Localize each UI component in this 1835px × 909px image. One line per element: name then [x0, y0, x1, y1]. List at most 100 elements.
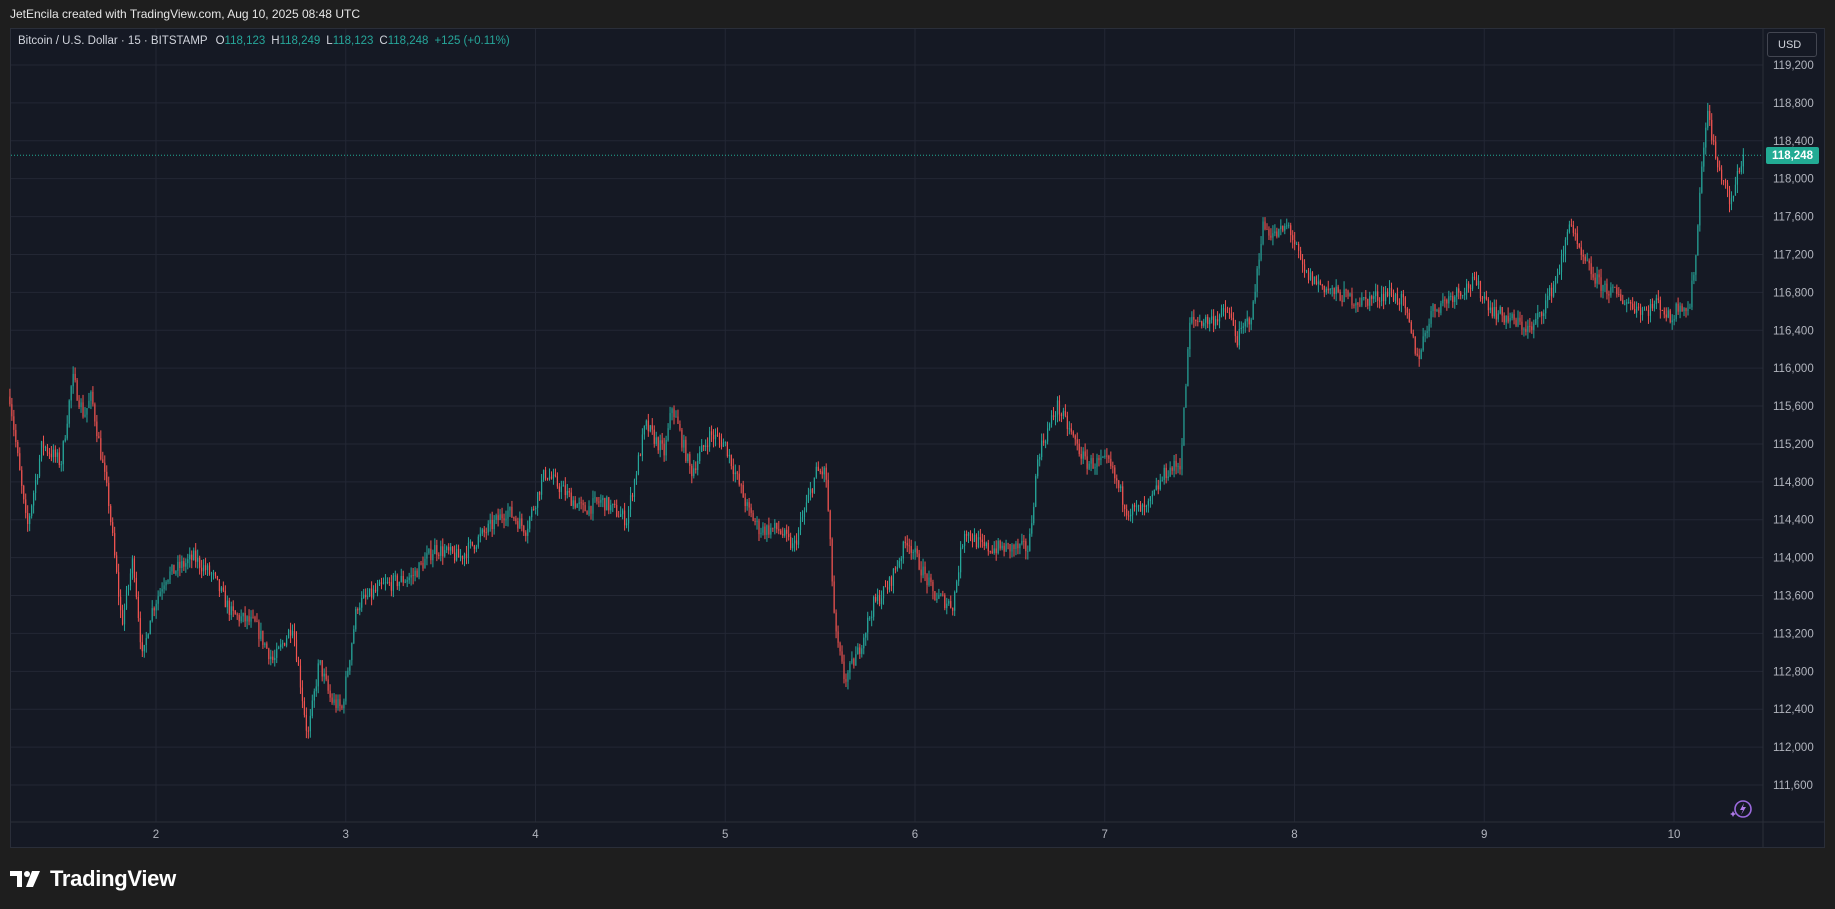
candle-body [1566, 231, 1569, 240]
candle-body [1098, 458, 1100, 461]
candle-body [728, 454, 730, 457]
candle-body [1699, 192, 1701, 226]
candle-body [1224, 308, 1227, 313]
candle-body [505, 518, 507, 521]
sparkle-lightning-icon[interactable] [1728, 797, 1754, 821]
candle-body [199, 557, 201, 568]
high-value: 118,249 [279, 35, 321, 47]
candle-body [861, 648, 863, 654]
candle-body [210, 573, 213, 575]
candle-body [169, 571, 171, 580]
candle-body [1167, 476, 1169, 478]
candle-body [697, 461, 699, 471]
candle-body [1568, 224, 1571, 232]
candle-body [1529, 325, 1531, 327]
candle-body [131, 558, 134, 574]
candle-body [1037, 459, 1039, 477]
currency-button[interactable]: USD [1767, 32, 1817, 57]
candle-body [1011, 545, 1013, 552]
candle-body [1533, 323, 1535, 330]
candle-body [1456, 288, 1458, 297]
footer-brand[interactable]: TradingView [10, 866, 176, 892]
candle-body [1209, 319, 1211, 325]
candle-body [938, 594, 940, 599]
candle-body [1161, 479, 1163, 481]
candle-body [295, 639, 298, 661]
candle-body [151, 608, 153, 621]
price-axis-tick-label: 116,400 [1773, 325, 1814, 337]
candle-body [1232, 317, 1234, 326]
candle-body [228, 600, 230, 615]
candle-body [584, 505, 586, 512]
candle-body [1610, 287, 1612, 296]
candle-body [1191, 316, 1193, 323]
candle-body [369, 588, 371, 597]
candle-body [1564, 239, 1567, 254]
candle-body [1703, 147, 1705, 167]
candle-body [384, 582, 387, 584]
candle-body [888, 577, 891, 590]
candle-body [841, 651, 843, 662]
candle-body [1264, 221, 1266, 230]
candle-body [104, 462, 106, 472]
candle-body [1685, 308, 1687, 312]
candle-body [1254, 291, 1256, 302]
candle-body [1333, 288, 1335, 295]
candle-body [618, 516, 620, 518]
candle-body [499, 514, 501, 521]
candle-body [1596, 274, 1598, 284]
candle-body [900, 558, 902, 562]
candle-body [1284, 225, 1286, 231]
close-label: C [379, 35, 388, 47]
candle-body [412, 575, 414, 576]
candle-body [952, 607, 954, 611]
candle-body [1537, 312, 1539, 319]
candle-body [1661, 310, 1663, 311]
candle-body [1064, 410, 1066, 416]
candle-body [1525, 328, 1527, 332]
candle-body [1594, 277, 1596, 284]
candle-body [1074, 435, 1076, 440]
candle-body [246, 616, 248, 622]
candle-body [863, 637, 865, 649]
candle-body [1033, 506, 1035, 524]
price-axis-tick-label: 119,200 [1773, 60, 1814, 72]
candle-body [1572, 225, 1574, 233]
candle-body [726, 441, 728, 457]
candle-body [62, 441, 64, 465]
candle-body [578, 502, 580, 505]
candle-body [1491, 307, 1493, 317]
candle-body [576, 504, 578, 508]
candle-body [1203, 322, 1205, 326]
candle-body [48, 452, 51, 454]
candle-body [1343, 289, 1345, 302]
candle-body [319, 660, 321, 664]
candle-body [1517, 317, 1519, 326]
candle-body [1734, 184, 1737, 196]
candle-body [1130, 514, 1132, 517]
price-axis-tick-label: 117,200 [1773, 249, 1814, 261]
candle-body [1294, 240, 1296, 245]
candle-body [867, 617, 869, 633]
candle-body [699, 451, 701, 462]
candle-body [121, 610, 124, 625]
candle-body [1400, 293, 1402, 305]
candle-body [776, 523, 778, 530]
candle-body [509, 506, 511, 511]
candle-body [1454, 296, 1456, 302]
candle-body [1228, 312, 1231, 314]
candle-body [341, 706, 343, 709]
candle-body [669, 413, 671, 429]
candle-body [1189, 322, 1191, 350]
candle-body [1173, 460, 1175, 471]
candle-body [1462, 295, 1464, 297]
candle-body [1124, 504, 1126, 510]
symbol-name[interactable]: Bitcoin / U.S. Dollar · 15 · BITSTAMP [18, 35, 208, 47]
candle-body [705, 445, 707, 447]
candle-body [372, 589, 375, 598]
candle-body [333, 699, 335, 703]
price-axis-tick-label: 118,000 [1773, 174, 1814, 186]
top-bar: JetEncila created with TradingView.com, … [0, 0, 1835, 28]
candle-body [788, 533, 790, 537]
